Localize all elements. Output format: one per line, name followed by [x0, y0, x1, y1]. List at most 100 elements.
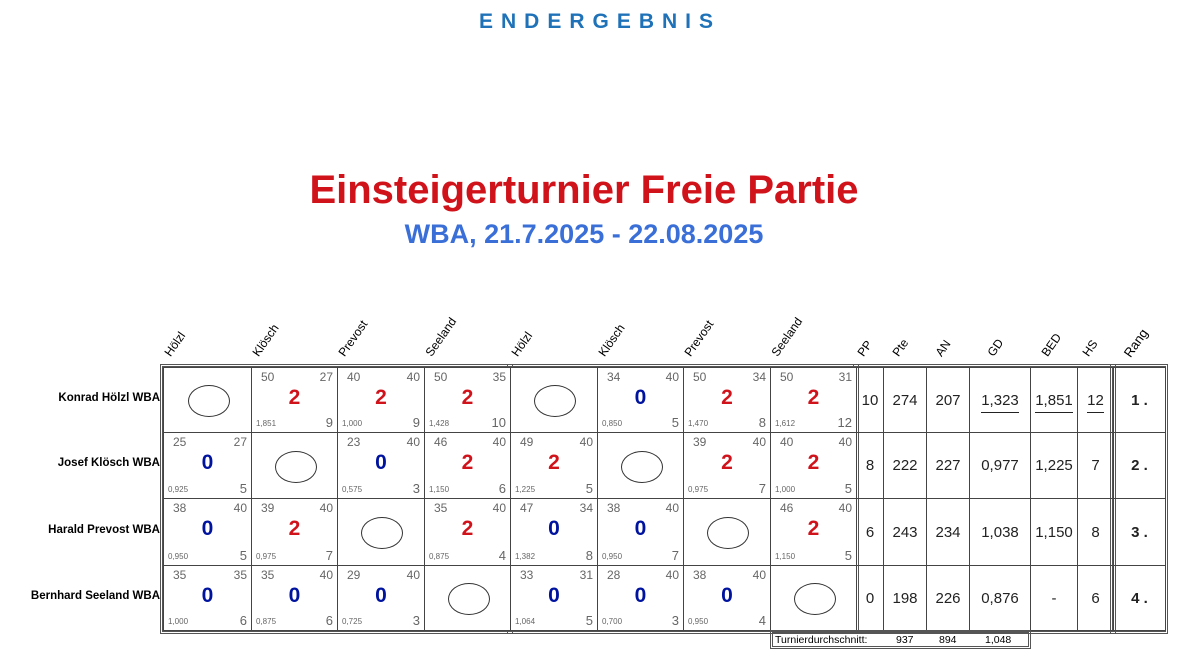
match-cell: 50 34 2 1,470 8 [683, 367, 771, 433]
stat-cell-pp: 6 [856, 498, 884, 566]
points-scored: 40 [780, 435, 794, 449]
stat-cell-gd: 0,977 [969, 432, 1031, 499]
stat-value: 0 [865, 589, 875, 607]
self-match-oval [274, 450, 317, 483]
stat-value: 0,977 [981, 457, 1019, 474]
match-points: 0 [201, 451, 214, 474]
points-scored: 29 [347, 568, 361, 582]
stat-cell-gd: 1,323 [969, 367, 1031, 433]
match-points: 0 [548, 517, 560, 540]
match-cell: 50 35 2 1,428 10 [424, 367, 511, 433]
column-header-bed: BED [1038, 330, 1064, 359]
match-points: 0 [375, 584, 387, 607]
stat-cell-pte: 243 [883, 498, 927, 566]
empty-cell [337, 498, 425, 566]
match-points: 2 [288, 386, 301, 409]
stat-value: 6 [865, 523, 875, 541]
column-header-opponent: Prevost [681, 317, 717, 359]
stat-value: 227 [935, 457, 961, 474]
stat-cell-pte: 198 [883, 565, 927, 631]
match-points: 2 [461, 386, 474, 409]
points-scored: 50 [261, 370, 275, 384]
page-title: Einsteigerturnier Freie Partie [309, 168, 859, 212]
stat-value: 274 [892, 391, 918, 409]
stat-value: 207 [935, 391, 961, 409]
empty-cell [163, 367, 252, 433]
innings: 40 [838, 501, 852, 515]
match-points: 2 [721, 386, 733, 409]
points-scored: 40 [347, 370, 361, 384]
stat-cell-bed: 1,851 [1030, 367, 1078, 433]
match-cell: 34 40 0 0,850 5 [597, 367, 684, 433]
tournament-average-row: Turnierdurchschnitt: 937 894 1,048 [770, 630, 1031, 649]
empty-cell [597, 432, 684, 499]
innings: 40 [406, 435, 420, 449]
high-series: 6 [239, 613, 247, 628]
stat-value: 8 [865, 457, 875, 474]
innings: 31 [579, 568, 593, 582]
match-cell: 38 40 0 0,950 7 [597, 498, 684, 566]
innings: 40 [319, 501, 333, 515]
average: 0,875 [256, 617, 277, 626]
innings: 40 [579, 435, 593, 449]
high-series: 5 [585, 481, 593, 496]
match-points: 0 [634, 584, 647, 607]
match-cell: 40 40 2 1,000 9 [337, 367, 425, 433]
points-scored: 49 [520, 435, 534, 449]
average: 1,470 [688, 419, 709, 428]
points-scored: 23 [347, 435, 361, 449]
points-scored: 38 [173, 501, 187, 515]
innings: 34 [579, 501, 593, 515]
stat-value: 222 [892, 457, 918, 474]
innings: 27 [233, 435, 247, 449]
column-header-opponent: Klösch [249, 321, 282, 359]
points-scored: 28 [607, 568, 621, 582]
average: 0,975 [688, 485, 709, 494]
points-scored: 38 [607, 501, 621, 515]
points-scored: 25 [173, 435, 187, 449]
high-series: 5 [844, 548, 852, 563]
rank-cell: 1 . [1113, 367, 1166, 433]
match-points: 0 [288, 584, 301, 607]
footer-label: Turnierdurchschnitt: [775, 634, 868, 646]
column-header-opponent: Klösch [595, 321, 628, 359]
high-series: 5 [239, 481, 247, 496]
self-match-oval [707, 517, 749, 549]
high-series: 9 [412, 415, 420, 430]
average: 1,382 [515, 552, 536, 561]
self-match-oval [793, 583, 836, 615]
column-header-opponent: Hölzl [161, 329, 189, 359]
stat-cell-hs: 8 [1077, 498, 1114, 566]
match-points: 0 [201, 584, 214, 607]
column-header-pp: PP [854, 337, 875, 359]
stat-cell-bed: 1,150 [1030, 498, 1078, 566]
stat-cell-hs: 6 [1077, 565, 1114, 631]
match-cell: 39 40 2 0,975 7 [683, 432, 771, 499]
points-scored: 33 [520, 568, 534, 582]
average: 1,000 [775, 485, 796, 494]
high-series: 5 [585, 613, 593, 628]
rank-value: 3 . [1131, 523, 1148, 541]
header-label: ENDERGEBNIS [478, 10, 722, 33]
match-points: 2 [807, 386, 820, 409]
match-cell: 35 40 2 0,875 4 [424, 498, 511, 566]
innings: 40 [233, 501, 247, 515]
high-series: 12 [837, 415, 852, 430]
match-cell: 50 31 2 1,612 12 [770, 367, 857, 433]
points-scored: 39 [693, 435, 707, 449]
points-scored: 50 [693, 370, 707, 384]
points-scored: 39 [261, 501, 275, 515]
stat-cell-gd: 1,038 [969, 498, 1031, 566]
points-scored: 34 [607, 370, 621, 384]
self-match-oval [620, 450, 663, 483]
high-series: 3 [671, 613, 679, 628]
average: 1,150 [775, 552, 796, 561]
points-scored: 47 [520, 501, 534, 515]
player-name: Harald Prevost WBA [48, 523, 160, 536]
stat-value: 1,225 [1035, 457, 1073, 474]
self-match-oval [187, 385, 230, 417]
page-subtitle: WBA, 21.7.2025 - 22.08.2025 [404, 219, 764, 249]
high-series: 4 [498, 548, 506, 563]
high-series: 6 [325, 613, 333, 628]
match-cell: 35 35 0 1,000 6 [163, 565, 252, 631]
